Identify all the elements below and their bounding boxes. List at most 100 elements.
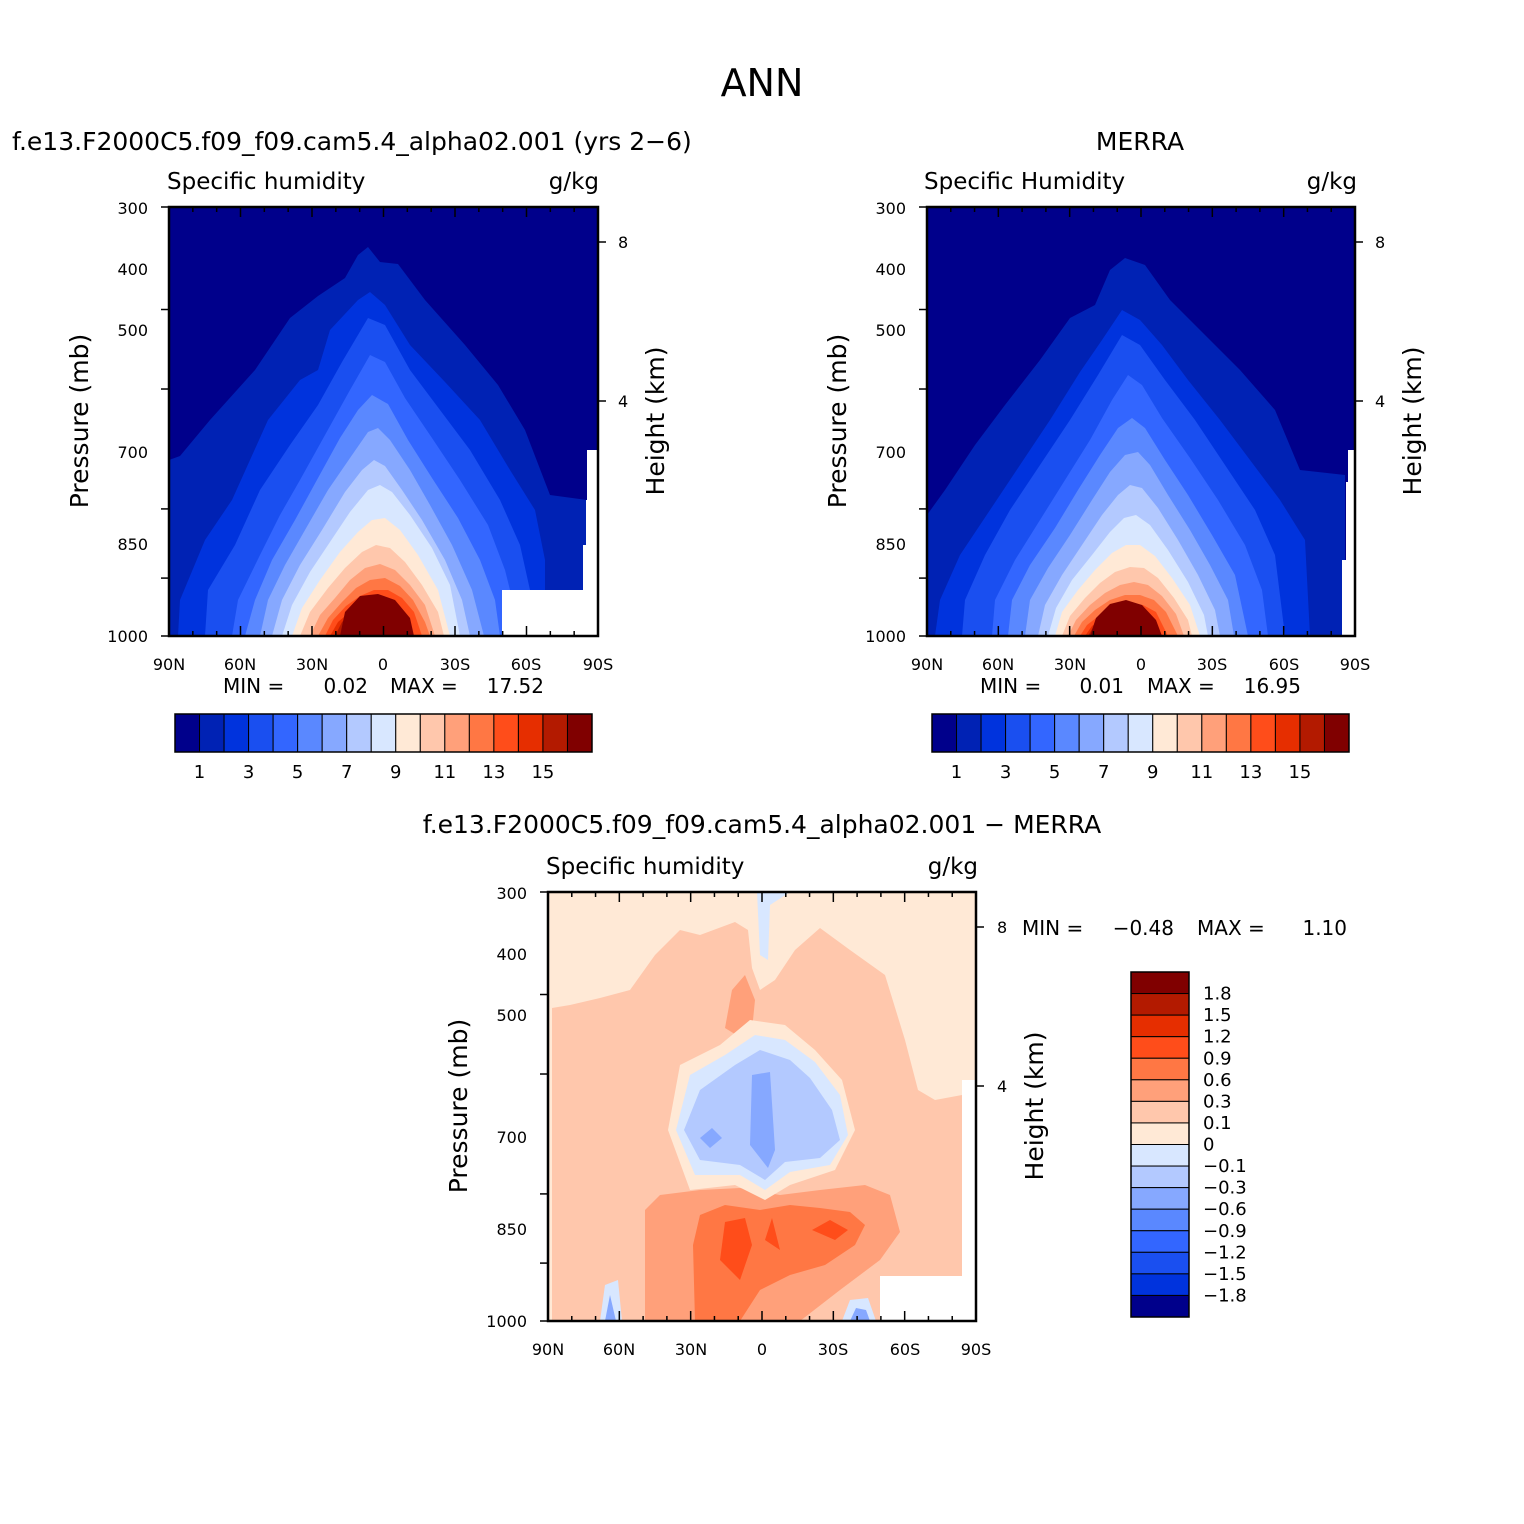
panel-model-ytick-500: 500 [117,321,148,340]
panel-obs-x-tick-0: 0 [1136,655,1146,674]
panel-difference-colorbar-box [1130,1122,1190,1145]
panel-model-colorbar-box [346,713,372,753]
panel-model-ytick-300: 300 [117,199,148,218]
panel-difference-colorbar-box [1130,1057,1190,1081]
panel-difference-colorbar-label: 0.3 [1203,1091,1232,1112]
panel-model-colorbar-label: 9 [390,762,401,783]
panel-model-x-tick-30N: 30N [296,655,328,674]
panel-difference-colorbar-label: −0.6 [1203,1199,1247,1220]
panel-difference-x-tick-0: 0 [757,1340,767,1359]
panel-obs-colorbar-label: 3 [1000,762,1011,783]
panel-obs-colorbar-box [1054,713,1080,753]
panel-model-colorbar-box [272,713,299,753]
panel-obs-colorbar-box [956,713,982,753]
panel-obs-colorbar-box [1152,713,1178,753]
panel-model-colorbar-label: 5 [292,762,303,783]
panel-difference-x-tick-90N: 90N [532,1340,564,1359]
panel-difference-colorbar-label: 1.2 [1203,1027,1232,1048]
panel-difference-colorbar-frame [1130,971,1190,1318]
panel-model-contours [169,207,598,636]
panel-difference-colorbar-box [1130,1165,1190,1189]
panel-difference-ytick-500: 500 [496,1006,527,1025]
panel-model-colorbar-label: 3 [243,762,254,783]
panel-difference-colorbar-box [1130,1100,1190,1124]
panel-obs-colorbar-box [1029,713,1056,753]
panel-difference-x-tick-60N: 60N [603,1340,635,1359]
panel-obs-colorbar-frame [931,713,1350,753]
panel-model-colorbar-box [174,713,201,753]
panel-difference-contours [548,892,976,1321]
panel-difference-colorbar-label: −0.1 [1203,1156,1247,1177]
panel-obs-colorbar-box [1201,713,1227,753]
panel-obs-colorbar-label: 9 [1147,762,1158,783]
panel-model-colorbar-label: 7 [341,762,352,783]
panel-obs-height-tick-8: 8 [1375,233,1385,252]
panel-model-height-tick-4: 4 [618,392,628,411]
panel-difference-colorbar-box [1130,1251,1190,1275]
panel-obs-y2label: Height (km) [1398,347,1427,496]
panel-difference-ticks [540,891,984,1322]
panel-difference-colorbar-box [1130,1294,1190,1318]
panel-difference-ytick-400: 400 [496,945,527,964]
panel-obs-max-label: MAX = [1147,674,1215,698]
panel-obs-ylabel: Pressure (mb) [823,334,852,508]
panel-obs-title: MERRA [1096,127,1184,156]
panel-difference-colorbar: 1.81.51.20.90.60.30.10−0.1−0.3−0.6−0.9−1… [1130,971,1247,1318]
panel-difference-colorbar-box [1130,1187,1190,1210]
panel-obs-colorbar-label: 5 [1049,762,1060,783]
panel-difference-ytick-1000: 1000 [486,1312,527,1331]
panel-difference-colorbar-box [1130,993,1190,1016]
panel-obs-height-tick-4: 4 [1375,392,1385,411]
panel-model-x-tick-30S: 30S [440,655,471,674]
panel-difference-colorbar-label: −1.2 [1203,1242,1247,1263]
panel-obs-colorbar-box [1078,713,1105,753]
panel-obs-x-tick-60N: 60N [982,655,1014,674]
panel-difference-colorbar-label: 0.6 [1203,1070,1232,1091]
panel-model-x-tick-90S: 90S [583,655,614,674]
panel-difference-units-label: g/kg [928,854,978,880]
panel-difference-x-tick-30N: 30N [675,1340,707,1359]
panel-obs-max-value: 16.95 [1244,674,1301,698]
panel-model-colorbar-frame [174,713,593,753]
panel-model-colorbar-box [248,713,274,753]
panel-model-ticks [161,206,606,637]
panel-obs-ytick-400: 400 [875,260,906,279]
panel-model-colorbar-box [444,713,470,753]
panel-model-ytick-1000: 1000 [107,627,148,646]
panel-obs-colorbar-box [1127,713,1154,753]
panel-obs-colorbar-box [1225,713,1252,753]
panel-difference-colorbar-box [1130,971,1190,995]
panel-model-colorbar-box [199,713,225,753]
panel-obs-ytick-700: 700 [875,443,906,462]
panel-obs-colorbar-label: 1 [951,762,962,783]
panel-obs-colorbar-box [1323,713,1350,753]
panel-obs-units-label: g/kg [1307,169,1357,195]
panel-model-colorbar: 1 3 5 7 9 11 13 15 [174,713,593,783]
panel-model-x-tick-90N: 90N [153,655,185,674]
panel-obs-colorbar-label: 7 [1098,762,1109,783]
panel-difference-colorbar-box [1130,1079,1190,1102]
panel-difference-colorbar-box [1130,1014,1190,1038]
panel-difference-colorbar-label: −1.5 [1203,1264,1247,1285]
panel-difference-x-tick-60S: 60S [890,1340,921,1359]
panel-difference-colorbar-box [1130,1208,1190,1232]
panel-difference: f.e13.F2000C5.f09_f09.cam5.4_alpha02.001… [423,810,1347,1359]
panel-model-max-label: MAX = [390,674,458,698]
panel-model-y2label: Height (km) [641,347,670,496]
panel-difference-colorbar-box [1130,1144,1190,1167]
panel-difference-ylabel: Pressure (mb) [444,1019,473,1193]
panel-difference-min-value: −0.48 [1113,916,1174,940]
panel-obs-variable-label: Specific Humidity [924,169,1125,195]
panel-obs-colorbar-box [1176,713,1203,753]
panel-difference-y2label: Height (km) [1020,1032,1049,1181]
panel-obs-contours [927,207,1355,636]
panel-obs-colorbar-box [1103,713,1129,753]
panel-model-x-tick-60N: 60N [224,655,256,674]
panel-difference-colorbar-label: −0.3 [1203,1178,1247,1199]
panel-obs-colorbar-label: 15 [1288,762,1311,783]
panel-difference-variable-label: Specific humidity [546,854,744,880]
panel-difference-colorbar-label: −1.8 [1203,1285,1247,1306]
panel-obs-ytick-500: 500 [875,321,906,340]
panel-difference-height-tick-4: 4 [997,1077,1007,1096]
